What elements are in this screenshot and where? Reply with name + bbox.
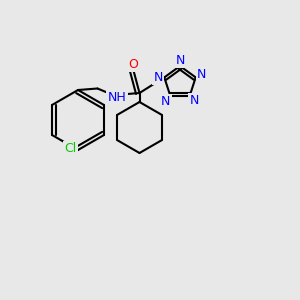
Text: N: N <box>161 95 170 108</box>
Text: N: N <box>197 68 206 81</box>
Text: N: N <box>154 71 163 84</box>
Text: Cl: Cl <box>64 142 76 155</box>
Text: N: N <box>190 94 199 107</box>
Text: N: N <box>175 53 185 67</box>
Text: O: O <box>129 58 138 71</box>
Text: NH: NH <box>108 91 126 104</box>
